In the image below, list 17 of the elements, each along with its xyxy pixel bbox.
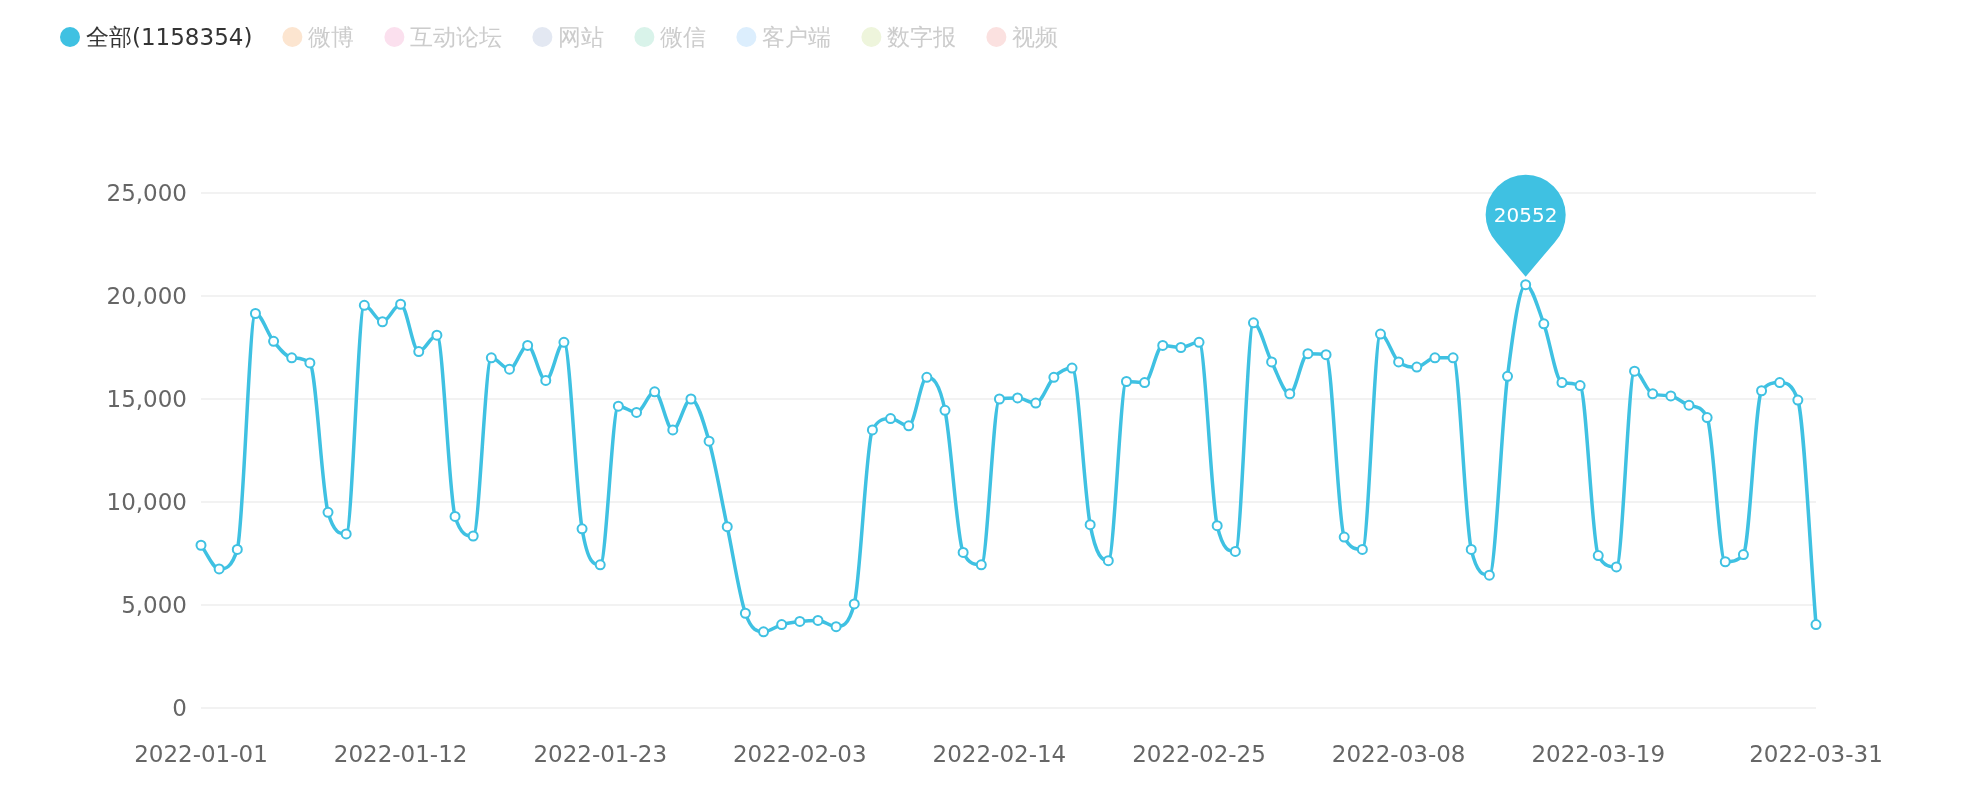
x-tick-label: 2022-02-25 (1132, 741, 1266, 767)
y-tick-label: 15,000 (106, 386, 187, 412)
annotation: 20552 (1493, 202, 1558, 227)
x-tick-label: 2022-02-14 (932, 741, 1067, 767)
x-tick-label: 2022-03-19 (1531, 741, 1666, 767)
x-tick-label: 2022-01-01 (134, 741, 268, 767)
x-tick-label: 2022-03-08 (1331, 741, 1466, 767)
y-tick-label: 0 (172, 695, 187, 721)
legend-label: 全部(1158354) (86, 24, 253, 50)
y-tick-label: 20,000 (106, 283, 187, 309)
y-tick-label: 5,000 (121, 592, 187, 618)
x-tick-label: 2022-01-12 (333, 741, 468, 767)
x-tick-label: 2022-01-23 (533, 741, 668, 767)
x-tick-label: 2022-02-03 (732, 741, 867, 767)
x-tick-label: 2022-03-31 (1749, 741, 1883, 767)
y-tick-label: 10,000 (106, 489, 187, 515)
y-tick-label: 25,000 (106, 180, 187, 206)
